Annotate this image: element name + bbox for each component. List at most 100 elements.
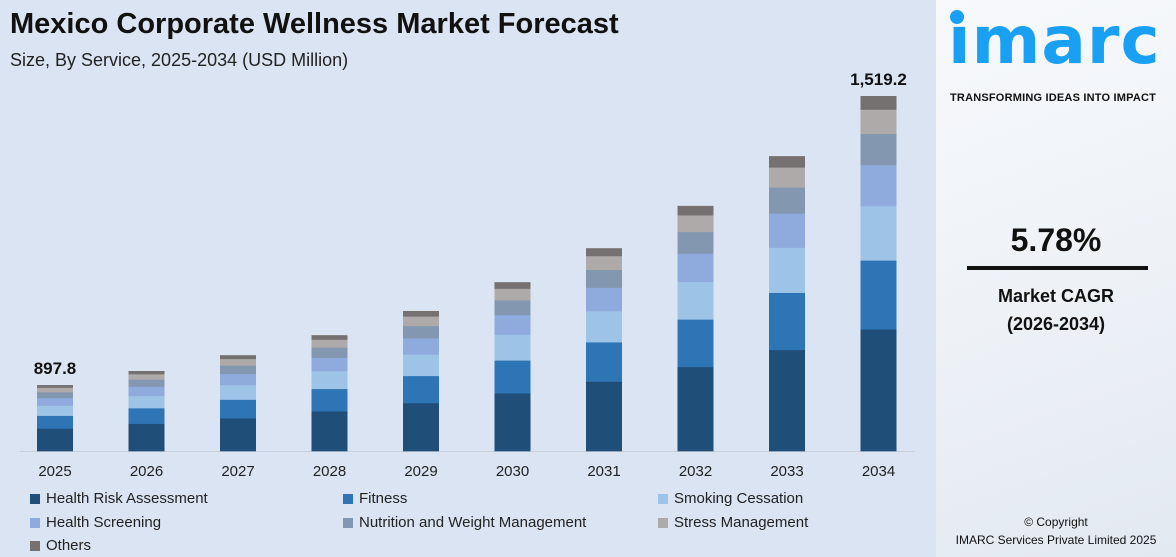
bar-segment-health-screening-2033 — [769, 213, 805, 248]
bar-segment-health-screening-2030 — [494, 314, 531, 335]
bar-segment-others-2030 — [494, 282, 531, 289]
bar-segment-health-risk-assessment-2028 — [311, 411, 348, 452]
imarc-logo: ımarc — [948, 2, 1161, 79]
bar-segment-stress-management-2031 — [586, 255, 622, 270]
bar-segment-fitness-2028 — [311, 388, 348, 412]
bar-segment-health-risk-assessment-2033 — [769, 349, 805, 452]
bar-segment-health-screening-2029 — [403, 338, 439, 355]
legend-item-smoking-cessation: Smoking Cessation — [658, 490, 803, 507]
legend-swatch — [343, 517, 353, 528]
bar-segment-smoking-cessation-2031 — [586, 311, 622, 343]
bar-segment-health-screening-2026 — [128, 386, 165, 397]
legend-swatch — [343, 493, 353, 504]
cagr-value: 5.78% — [1010, 222, 1102, 258]
legend-label: Smoking Cessation — [674, 490, 804, 507]
bar-segment-health-risk-assessment-2025 — [37, 428, 73, 452]
bar-segment-others-2033 — [769, 156, 805, 168]
bar-segment-fitness-2029 — [403, 375, 439, 404]
x-tick-label: 2032 — [679, 463, 712, 480]
legend-label: Nutrition and Weight Management — [359, 514, 587, 531]
bar-segment-health-screening-2034 — [860, 164, 897, 207]
bar-segment-nutrition-and-weight-management-2028 — [311, 347, 348, 358]
bar-segment-others-2027 — [220, 355, 256, 360]
bar-segment-fitness-2034 — [860, 260, 897, 330]
bar-segment-smoking-cessation-2034 — [860, 206, 897, 261]
bar-segment-smoking-cessation-2033 — [769, 247, 805, 293]
bar-segment-nutrition-and-weight-management-2030 — [494, 300, 531, 316]
x-tick-label: 2026 — [130, 463, 163, 480]
bar-segment-others-2034 — [860, 96, 897, 110]
legend-item-nutrition-and-weight-management: Nutrition and Weight Management — [343, 514, 586, 531]
chart-panel: Mexico Corporate Wellness Market Forecas… — [0, 0, 936, 557]
bar-segment-stress-management-2029 — [403, 316, 439, 327]
stacked-bar-chart: 2025 897.8 2026 2027 2028 2029 2030 2031 2032 203… — [20, 70, 915, 480]
legend-swatch — [30, 517, 40, 528]
bar-segment-smoking-cessation-2026 — [128, 395, 165, 409]
bar-segment-health-risk-assessment-2031 — [586, 381, 622, 452]
bar-segment-fitness-2030 — [494, 360, 531, 394]
x-tick-label: 2029 — [404, 463, 437, 480]
bar-segment-health-screening-2031 — [586, 287, 622, 312]
bar-segment-nutrition-and-weight-management-2031 — [586, 269, 622, 288]
legend-swatch — [658, 517, 668, 528]
legend-item-health-risk-assessment: Health Risk Assessment — [30, 490, 208, 507]
bar-segment-health-screening-2025 — [37, 397, 73, 406]
bar-segment-health-risk-assessment-2027 — [220, 418, 256, 452]
legend-label: Stress Management — [674, 514, 809, 531]
bar-segment-nutrition-and-weight-management-2033 — [769, 187, 805, 214]
x-tick-label: 2033 — [770, 463, 803, 480]
bar-segment-health-screening-2032 — [677, 253, 714, 283]
bar-segment-health-screening-2027 — [220, 373, 256, 386]
bar-segment-smoking-cessation-2025 — [37, 405, 73, 416]
x-tick-label: 2030 — [496, 463, 529, 480]
data-label-2025: 897.8 — [34, 359, 77, 378]
brand-panel: ımarc TRANSFORMING IDEAS INTO IMPACT 5.7… — [936, 0, 1176, 557]
legend-swatch — [30, 493, 40, 504]
bar-segment-others-2031 — [586, 248, 622, 257]
bar-segment-others-2028 — [311, 335, 348, 340]
chart-title: Mexico Corporate Wellness Market Forecas… — [10, 8, 619, 40]
bar-segment-smoking-cessation-2030 — [494, 334, 531, 361]
bar-segment-health-screening-2028 — [311, 357, 348, 372]
tagline: TRANSFORMING IDEAS INTO IMPACT — [950, 92, 1157, 104]
x-tick-label: 2034 — [862, 463, 895, 480]
bar-segment-nutrition-and-weight-management-2029 — [403, 325, 439, 339]
bar-segment-stress-management-2032 — [677, 215, 714, 233]
cagr-period: (2026-2034) — [1006, 314, 1106, 334]
bar-segment-fitness-2032 — [677, 319, 714, 368]
bar-segment-smoking-cessation-2032 — [677, 281, 714, 320]
logo-dot-icon — [950, 10, 964, 24]
bar-segment-health-risk-assessment-2032 — [677, 366, 714, 452]
bar-segment-fitness-2033 — [769, 292, 805, 351]
bar-segment-stress-management-2030 — [494, 288, 531, 301]
cagr-divider — [967, 266, 1148, 270]
x-tick-label: 2025 — [38, 463, 71, 480]
bar-segment-fitness-2027 — [220, 399, 256, 419]
legend-swatch — [30, 540, 40, 551]
chart-subtitle: Size, By Service, 2025-2034 (USD Million… — [10, 50, 349, 70]
bar-segment-stress-management-2028 — [311, 339, 348, 348]
bar-segment-health-risk-assessment-2034 — [860, 329, 897, 452]
data-label-2034: 1,519.2 — [850, 70, 907, 89]
bar-segment-nutrition-and-weight-management-2032 — [677, 231, 714, 254]
legend-item-stress-management: Stress Management — [658, 514, 808, 531]
bar-segment-others-2025 — [37, 385, 73, 388]
legend-item-fitness: Fitness — [343, 490, 407, 507]
legend-swatch — [658, 493, 668, 504]
bar-segment-others-2032 — [677, 205, 714, 216]
bar-segment-nutrition-and-weight-management-2025 — [37, 392, 73, 399]
bar-segment-others-2029 — [403, 310, 439, 317]
bar-segment-health-risk-assessment-2026 — [128, 423, 165, 452]
bar-segment-smoking-cessation-2027 — [220, 384, 256, 400]
bar-segment-nutrition-and-weight-management-2027 — [220, 365, 256, 375]
x-tick-label: 2028 — [313, 463, 346, 480]
legend-label: Others — [46, 537, 92, 554]
copyright-company: IMARC Services Private Limited 2025 — [955, 533, 1157, 547]
legend-item-health-screening: Health Screening — [30, 514, 161, 531]
x-tick-label: 2031 — [587, 463, 620, 480]
legend-label: Health Risk Assessment — [46, 490, 208, 507]
bar-segment-stress-management-2033 — [769, 167, 805, 188]
bar-segment-smoking-cessation-2029 — [403, 354, 439, 377]
legend-item-others: Others — [30, 537, 91, 554]
bar-segment-health-risk-assessment-2029 — [403, 402, 439, 452]
